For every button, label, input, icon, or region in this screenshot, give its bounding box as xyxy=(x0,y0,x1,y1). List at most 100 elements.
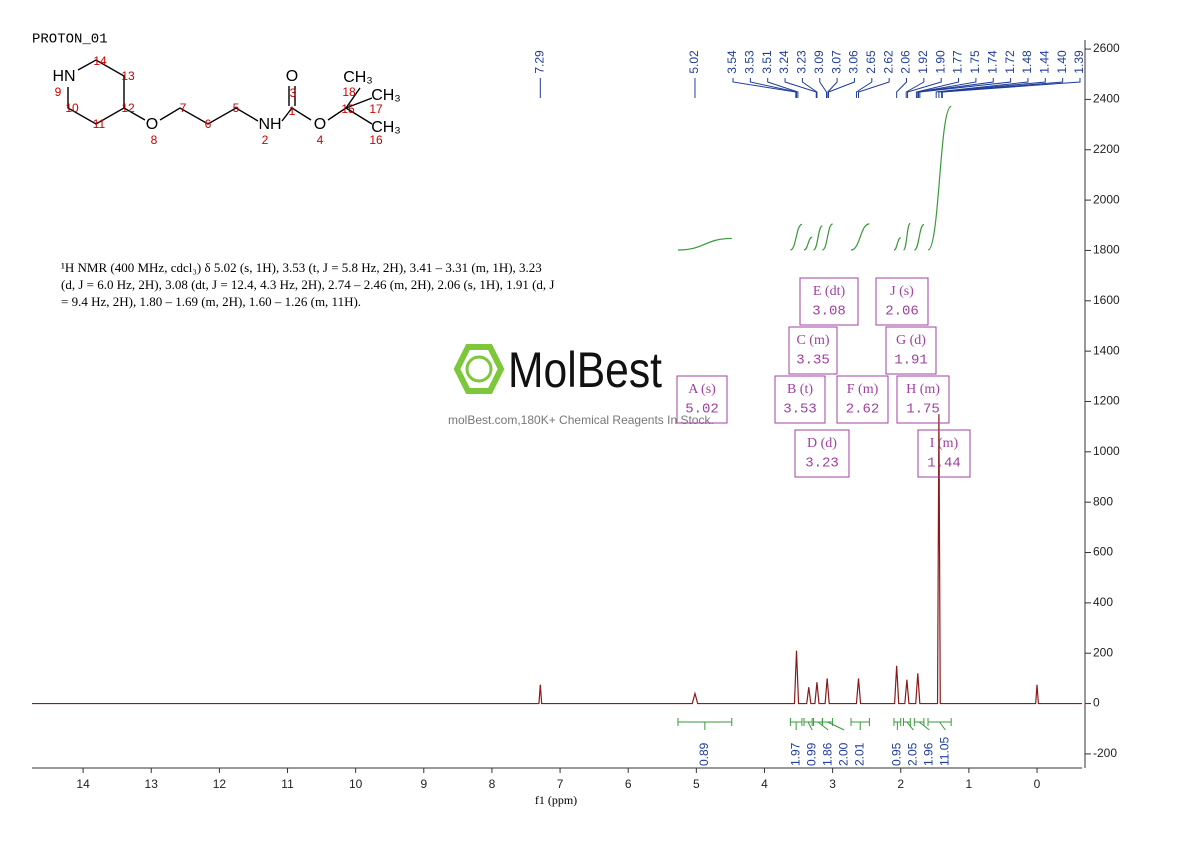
y-tick-label: -200 xyxy=(1093,746,1117,760)
x-tick-label: 3 xyxy=(829,777,836,791)
integral-label: 0.95 xyxy=(890,742,904,766)
atom-number: 12 xyxy=(121,101,135,115)
atom-number: 4 xyxy=(317,133,324,147)
peak-connector xyxy=(896,78,907,98)
peak-label: 1.40 xyxy=(1055,50,1069,74)
peak-connector xyxy=(855,78,873,98)
x-tick-label: 14 xyxy=(76,777,90,791)
description-line: ¹H NMR (400 MHz, cdcl₃) δ 5.02 (s, 1H), … xyxy=(61,260,542,275)
integral-label: 0.99 xyxy=(804,742,818,766)
integral-curve xyxy=(822,223,833,251)
x-axis-label: f1 (ppm) xyxy=(535,793,577,807)
atom-number: 13 xyxy=(121,69,135,83)
multiplet-box xyxy=(885,326,937,375)
multiplet-box xyxy=(774,375,826,424)
peak-label: 2.62 xyxy=(881,50,895,74)
integral-curve xyxy=(902,222,911,251)
watermark-brand: MolBest xyxy=(508,342,662,398)
peak-label: 7.29 xyxy=(532,50,546,74)
structure: HN O NH O O CH₃ CH₃ CH₃ 14 13 9 10 12 11… xyxy=(52,54,400,147)
atom-label: CH₃ xyxy=(371,119,401,136)
peak-label: 1.74 xyxy=(985,50,999,74)
atom-number: 16 xyxy=(369,133,383,147)
multiplet-box xyxy=(875,277,929,326)
integral-connector xyxy=(817,721,829,731)
x-tick-label: 2 xyxy=(897,777,904,791)
y-tick-label: 0 xyxy=(1093,696,1100,710)
integral-connector xyxy=(939,721,946,731)
peak-connector xyxy=(749,78,798,98)
x-tick-label: 9 xyxy=(420,777,427,791)
peak-connector xyxy=(905,78,925,98)
atom-number: 9 xyxy=(55,85,62,99)
peak-label: 3.07 xyxy=(829,50,843,74)
double-bond xyxy=(288,86,296,106)
multiplet-shift: 1.44 xyxy=(927,456,961,472)
integral-curve xyxy=(893,237,902,251)
peak-label: 1.39 xyxy=(1072,50,1086,74)
atom-number: 17 xyxy=(369,102,383,116)
integral-label: 1.97 xyxy=(788,742,802,766)
x-tick-label: 12 xyxy=(213,777,227,791)
integral-curve xyxy=(927,105,952,251)
peak-label: 1.75 xyxy=(968,50,982,74)
y-tick-label: 800 xyxy=(1093,494,1113,508)
multiplet-name: E (dt) xyxy=(813,284,846,299)
peak-label: 3.53 xyxy=(743,50,757,74)
integral-curve xyxy=(914,223,925,251)
atom-number: 3 xyxy=(290,86,297,100)
multiplet-name: J (s) xyxy=(890,284,914,299)
peak-connector xyxy=(907,78,942,98)
x-tick-label: 7 xyxy=(557,777,564,791)
peak-label: 3.09 xyxy=(812,50,826,74)
multiplet-shift: 5.02 xyxy=(685,402,719,418)
y-tick-label: 1400 xyxy=(1093,343,1120,357)
atom-label: CH₃ xyxy=(343,69,373,86)
peak-connector xyxy=(917,78,977,98)
atom-number: 1 xyxy=(289,104,296,118)
atom-number: 15 xyxy=(341,102,355,116)
description: ¹H NMR (400 MHz, cdcl₃) δ 5.02 (s, 1H), … xyxy=(61,260,554,309)
peak-label: 5.02 xyxy=(687,50,701,74)
multiplet-name: D (d) xyxy=(807,436,837,451)
x-tick-label: 0 xyxy=(1034,777,1041,791)
peak-label: 1.90 xyxy=(933,50,947,74)
multiplet-name: B (t) xyxy=(787,382,813,397)
integral-label: 2.01 xyxy=(852,742,866,766)
logo-ring xyxy=(465,355,493,383)
x-tick-label: 11 xyxy=(281,777,294,791)
atom-label: O xyxy=(286,68,298,85)
multiplet-box xyxy=(794,429,850,478)
spectrum-line xyxy=(32,414,1082,705)
peak-label: 3.54 xyxy=(725,50,739,74)
atom-label: O xyxy=(314,116,326,133)
atom-number: 5 xyxy=(233,101,240,115)
watermark-tagline: molBest.com,180K+ Chemical Reagents In S… xyxy=(448,413,714,427)
multiplet-shift: 2.06 xyxy=(885,304,919,320)
atom-number: 11 xyxy=(93,117,106,131)
y-tick-label: 400 xyxy=(1093,595,1113,609)
peak-connector xyxy=(784,78,817,98)
integral-connector xyxy=(827,721,845,731)
x-tick-label: 13 xyxy=(145,777,159,791)
integral-connector xyxy=(906,721,914,731)
x-tick-label: 5 xyxy=(693,777,700,791)
multiplet-name: H (m) xyxy=(906,382,940,397)
peak-label: 1.77 xyxy=(951,50,965,74)
peak-connector xyxy=(827,78,838,98)
integral-label: 11.05 xyxy=(938,737,952,766)
description-line: = 9.4 Hz, 2H), 1.80 – 1.69 (m, 2H), 1.60… xyxy=(61,294,361,309)
peak-label: 1.72 xyxy=(1003,50,1017,74)
x-tick-label: 10 xyxy=(349,777,363,791)
peak-connector xyxy=(767,78,799,98)
peak-connector xyxy=(732,78,797,98)
multiplet-shift: 1.91 xyxy=(894,353,928,369)
peak-connector xyxy=(828,78,855,98)
x-tick-label: 6 xyxy=(625,777,632,791)
multiplet-name: C (m) xyxy=(796,333,829,348)
integral-curve xyxy=(803,236,813,251)
peak-label: 1.48 xyxy=(1020,50,1034,74)
atom-number: 7 xyxy=(180,101,187,115)
peak-label: 3.06 xyxy=(847,50,861,74)
